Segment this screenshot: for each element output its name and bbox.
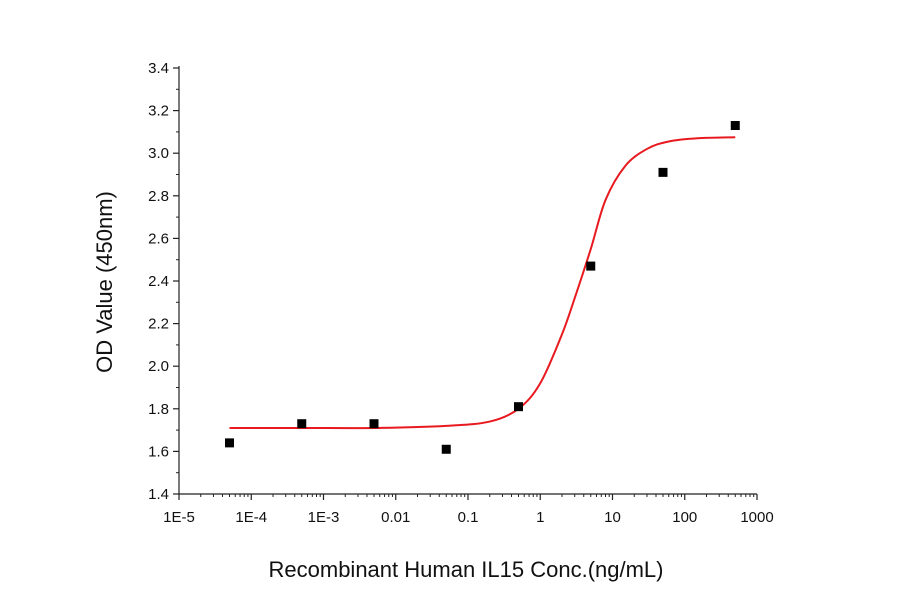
data-point bbox=[297, 419, 307, 429]
y-tick-label: 2.8 bbox=[148, 188, 169, 205]
data-point bbox=[514, 402, 524, 412]
data-point bbox=[225, 438, 235, 448]
x-tick-label: 0.01 bbox=[381, 509, 410, 526]
x-tick-label: 0.1 bbox=[458, 509, 479, 526]
axes: 1.4 1.6 1.8 2.0 2.2 2.4 2.6 2.8 3.0 3.2 3.4 1E-5 1E-… bbox=[148, 60, 774, 526]
fit-curve-line bbox=[229, 136, 736, 430]
x-axis-title: Recombinant Human IL15 Conc.(ng/mL) bbox=[269, 557, 664, 582]
data-point bbox=[730, 121, 740, 131]
data-point bbox=[441, 444, 451, 454]
x-tick-label: 1E-5 bbox=[163, 509, 195, 526]
y-tick-label: 3.2 bbox=[148, 103, 169, 120]
x-tick-label: 1 bbox=[536, 509, 544, 526]
data-point bbox=[369, 419, 379, 429]
x-tick-label: 1E-3 bbox=[308, 509, 340, 526]
y-axis-title: OD Value (450nm) bbox=[92, 191, 117, 373]
data-points-layer bbox=[225, 121, 740, 454]
y-tick-label: 1.4 bbox=[148, 486, 169, 503]
x-tick-label: 1000 bbox=[740, 509, 773, 526]
y-tick-label: 2.6 bbox=[148, 230, 169, 247]
fit-curve-layer bbox=[229, 136, 736, 430]
x-tick-label: 1E-4 bbox=[235, 509, 267, 526]
data-point bbox=[586, 261, 596, 271]
x-tick-label: 10 bbox=[604, 509, 621, 526]
y-tick-label: 2.0 bbox=[148, 358, 169, 375]
y-tick-label: 1.8 bbox=[148, 401, 169, 418]
y-tick-label: 2.4 bbox=[148, 273, 169, 290]
y-tick-label: 2.2 bbox=[148, 316, 169, 333]
x-tick-label: 100 bbox=[672, 509, 697, 526]
y-tick-label: 1.6 bbox=[148, 443, 169, 460]
data-point bbox=[658, 167, 668, 177]
y-tick-label: 3.0 bbox=[148, 145, 169, 162]
y-tick-label: 3.4 bbox=[148, 60, 169, 77]
